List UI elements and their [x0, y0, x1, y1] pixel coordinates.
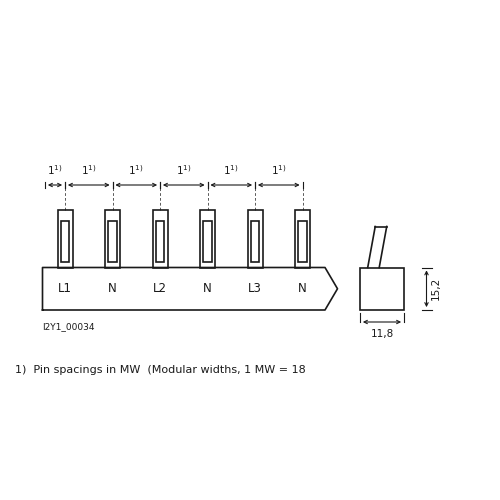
Bar — [105, 210, 120, 268]
Text: L3: L3 — [248, 282, 262, 295]
Bar — [360, 268, 404, 310]
Text: 1)  Pin spacings in MW  (Modular widths, 1 MW = 18: 1) Pin spacings in MW (Modular widths, 1… — [15, 365, 306, 375]
Bar — [152, 210, 168, 268]
Text: I2Y1_00034: I2Y1_00034 — [42, 322, 95, 332]
Text: L2: L2 — [153, 282, 167, 295]
Text: $1^{1)}$: $1^{1)}$ — [81, 163, 96, 177]
Text: 15,2: 15,2 — [430, 277, 440, 300]
Bar — [248, 210, 262, 268]
Text: 11,8: 11,8 — [370, 330, 394, 340]
Text: N: N — [108, 282, 117, 295]
Text: $1^{1)}$: $1^{1)}$ — [47, 163, 63, 177]
Bar — [295, 210, 310, 268]
Bar — [298, 221, 307, 262]
Polygon shape — [42, 268, 338, 310]
Text: $1^{1)}$: $1^{1)}$ — [176, 163, 192, 177]
Text: N: N — [298, 282, 307, 295]
Text: N: N — [203, 282, 212, 295]
Bar — [108, 221, 117, 262]
Bar — [58, 210, 72, 268]
Text: $1^{1)}$: $1^{1)}$ — [271, 163, 286, 177]
Text: L1: L1 — [58, 282, 72, 295]
Bar — [203, 221, 212, 262]
Bar — [200, 210, 215, 268]
Bar — [61, 221, 69, 262]
Bar — [251, 221, 260, 262]
Text: $1^{1)}$: $1^{1)}$ — [128, 163, 144, 177]
Bar — [156, 221, 164, 262]
Text: $1^{1)}$: $1^{1)}$ — [224, 163, 239, 177]
